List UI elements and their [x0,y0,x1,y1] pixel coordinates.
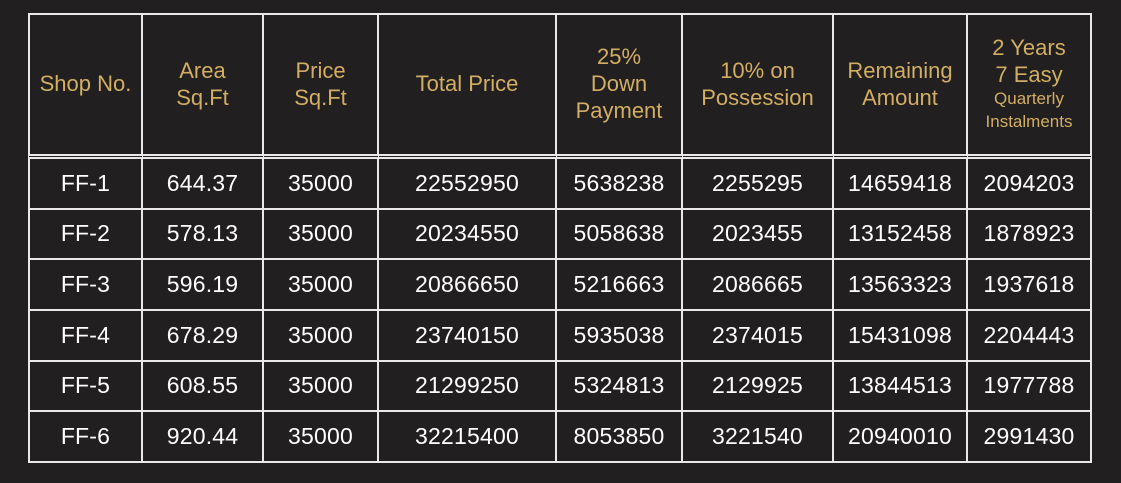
cell-total-price: 22552950 [379,159,557,210]
cell-down-payment: 5324813 [557,361,683,413]
table-row: FF-4 678.29 35000 23740150 5935038 23740… [28,310,1092,362]
cell-down-payment: 8053850 [557,412,683,463]
table-row: FF-6 920.44 35000 32215400 8053850 32215… [28,412,1092,463]
cell-remaining-amount: 20940010 [834,412,968,463]
cell-total-price: 23740150 [379,310,557,362]
cell-price-sqft: 35000 [264,260,379,311]
header-total-price: Total Price [379,13,557,159]
cell-shop-no: FF-4 [28,310,143,362]
cell-remaining-amount: 14659418 [834,159,968,210]
cell-possession: 2023455 [683,209,834,261]
cell-area: 578.13 [143,209,264,261]
header-price-sqft: Price Sq.Ft [264,13,379,159]
cell-remaining-amount: 15431098 [834,310,968,362]
cell-shop-no: FF-3 [28,260,143,311]
cell-total-price: 20234550 [379,209,557,261]
header-shop-no: Shop No. [28,13,143,159]
cell-price-sqft: 35000 [264,412,379,463]
cell-area: 644.37 [143,159,264,210]
cell-instalment: 2094203 [968,159,1092,210]
cell-instalment: 1977788 [968,361,1092,413]
cell-area: 608.55 [143,361,264,413]
cell-down-payment: 5638238 [557,159,683,210]
cell-shop-no: FF-2 [28,209,143,261]
table-row: FF-1 644.37 35000 22552950 5638238 22552… [28,159,1092,210]
table-row: FF-5 608.55 35000 21299250 5324813 21299… [28,361,1092,413]
cell-down-payment: 5935038 [557,310,683,362]
cell-possession: 2086665 [683,260,834,311]
cell-total-price: 20866650 [379,260,557,311]
cell-price-sqft: 35000 [264,209,379,261]
table-row: FF-2 578.13 35000 20234550 5058638 20234… [28,209,1092,261]
cell-price-sqft: 35000 [264,310,379,362]
cell-total-price: 32215400 [379,412,557,463]
cell-instalment: 2204443 [968,310,1092,362]
cell-possession: 3221540 [683,412,834,463]
cell-possession: 2374015 [683,310,834,362]
cell-area: 596.19 [143,260,264,311]
table-row: FF-3 596.19 35000 20866650 5216663 20866… [28,260,1092,311]
cell-remaining-amount: 13563323 [834,260,968,311]
cell-total-price: 21299250 [379,361,557,413]
cell-shop-no: FF-1 [28,159,143,210]
cell-shop-no: FF-5 [28,361,143,413]
header-remaining-amount: Remaining Amount [834,13,968,159]
header-area: Area Sq.Ft [143,13,264,159]
cell-instalment: 1878923 [968,209,1092,261]
cell-instalment: 2991430 [968,412,1092,463]
price-table: Shop No. Area Sq.Ft Price Sq.Ft Total Pr… [28,13,1092,463]
cell-down-payment: 5216663 [557,260,683,311]
cell-possession: 2129925 [683,361,834,413]
header-possession: 10% on Possession [683,13,834,159]
header-down-payment: 25% Down Payment [557,13,683,159]
cell-shop-no: FF-6 [28,412,143,463]
table-header: Shop No. Area Sq.Ft Price Sq.Ft Total Pr… [28,13,1092,159]
cell-price-sqft: 35000 [264,361,379,413]
cell-remaining-amount: 13152458 [834,209,968,261]
cell-area: 678.29 [143,310,264,362]
cell-remaining-amount: 13844513 [834,361,968,413]
header-row: Shop No. Area Sq.Ft Price Sq.Ft Total Pr… [28,13,1092,159]
header-instalments: 2 Years 7 Easy Quarterly Instalments [968,13,1092,159]
cell-down-payment: 5058638 [557,209,683,261]
table-body: FF-1 644.37 35000 22552950 5638238 22552… [28,159,1092,463]
cell-price-sqft: 35000 [264,159,379,210]
cell-area: 920.44 [143,412,264,463]
cell-possession: 2255295 [683,159,834,210]
cell-instalment: 1937618 [968,260,1092,311]
